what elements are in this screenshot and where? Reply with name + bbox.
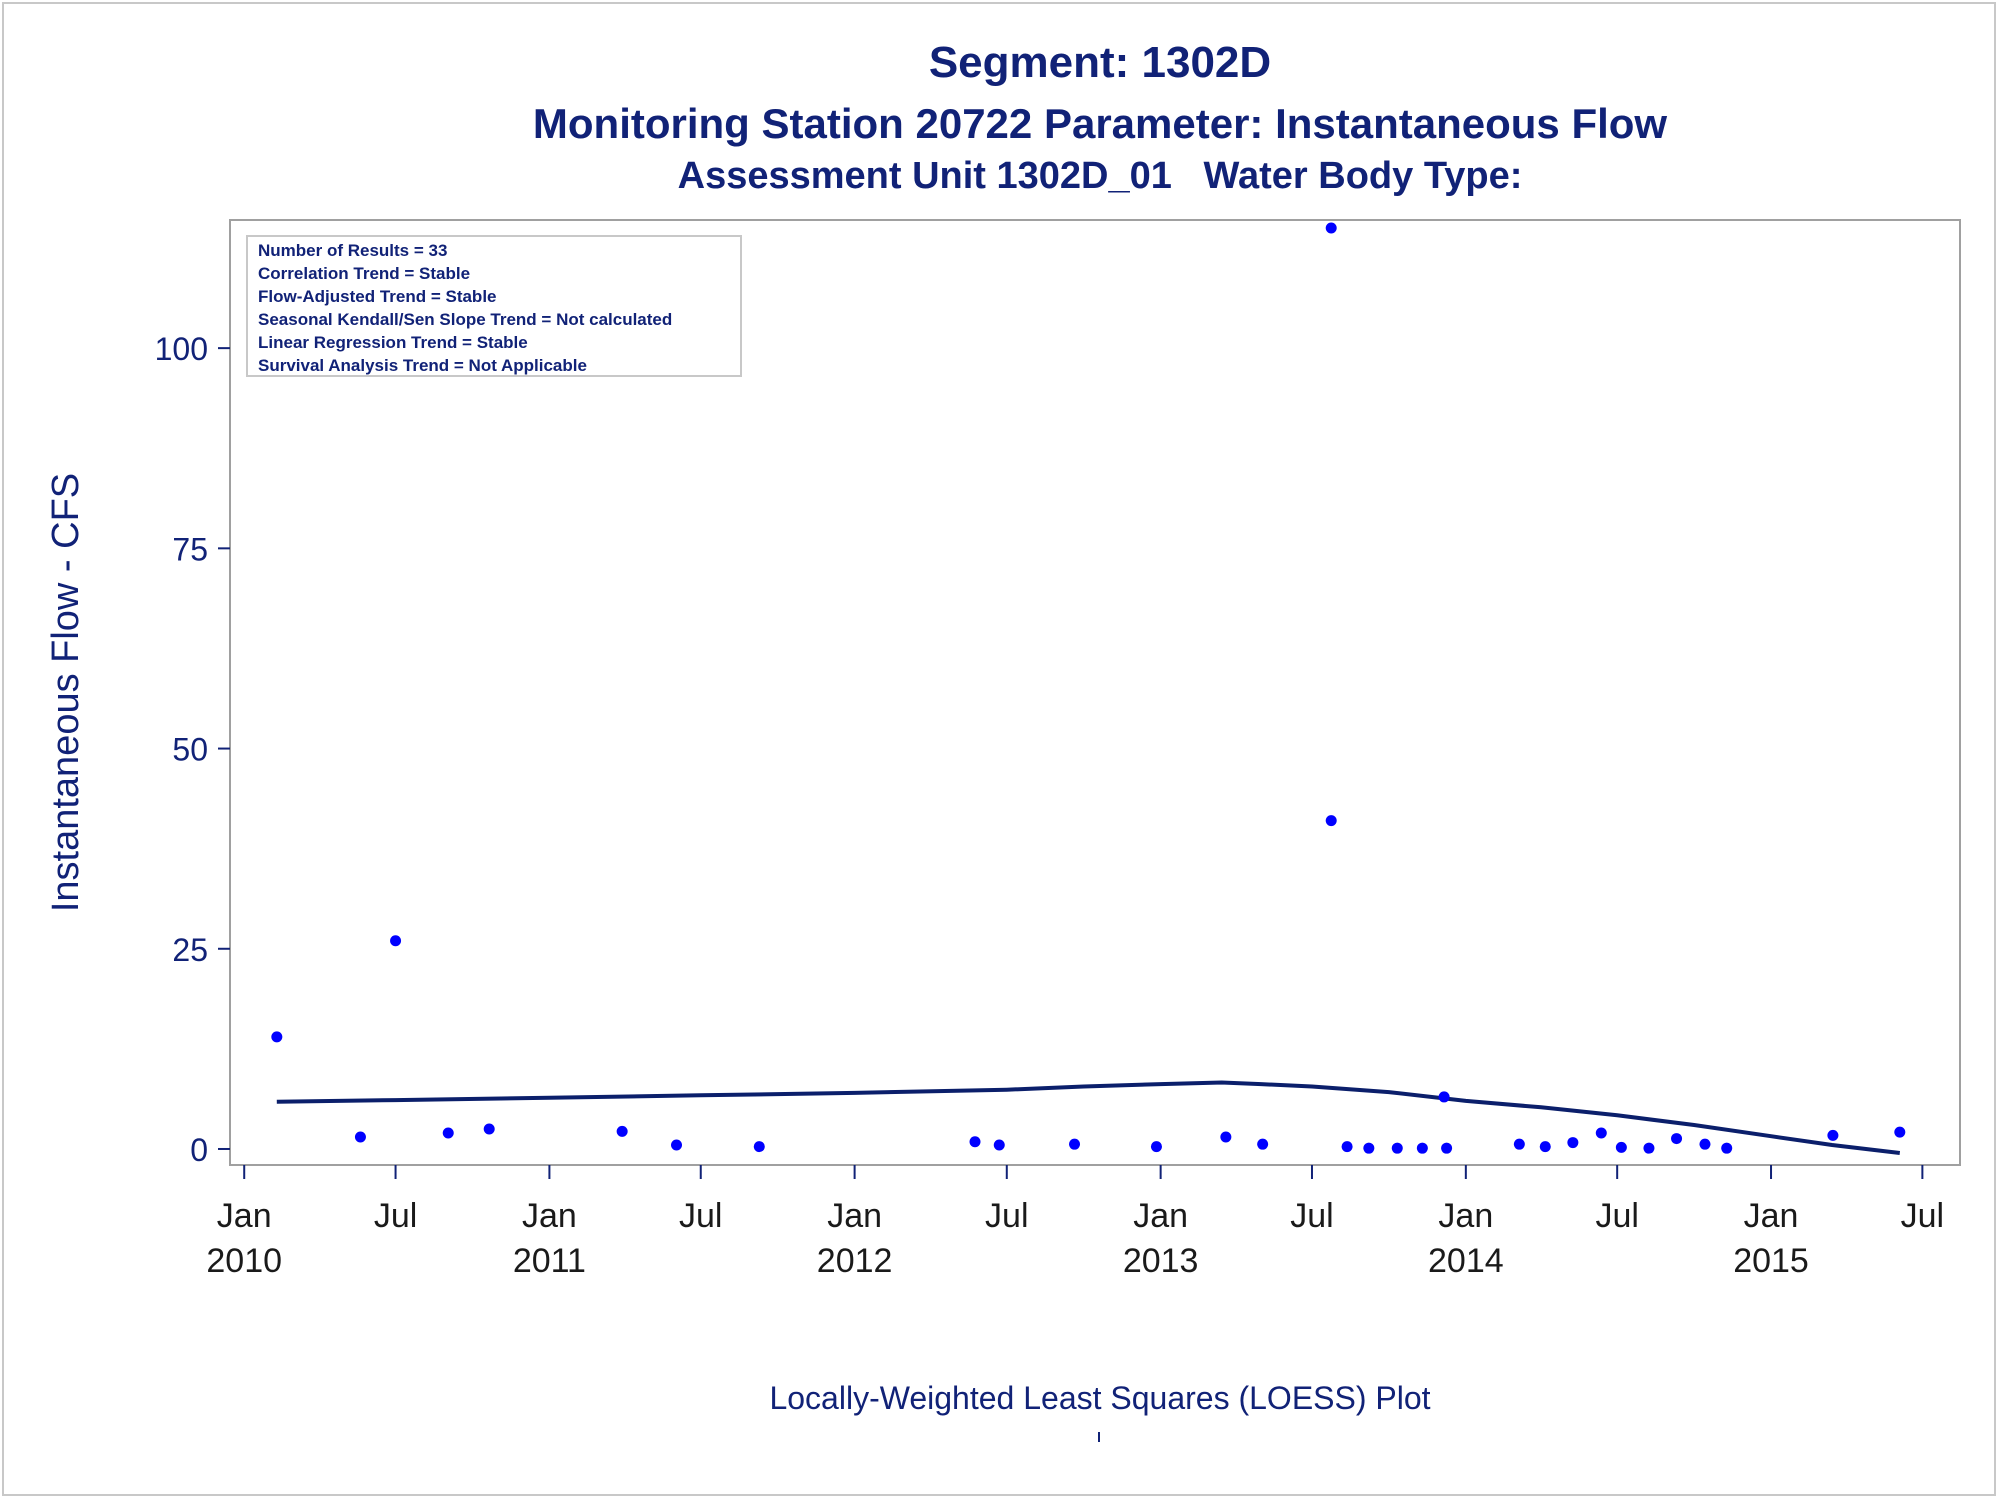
stats-line: Survival Analysis Trend = Not Applicable bbox=[258, 356, 587, 375]
x-tick-label: Jul bbox=[1290, 1197, 1333, 1235]
x-tick-label: Jan bbox=[1438, 1197, 1493, 1235]
x-tick-label: Jan bbox=[217, 1197, 272, 1235]
footnote: Locally-Weighted Least Squares (LOESS) P… bbox=[769, 1380, 1431, 1416]
data-point bbox=[1257, 1138, 1269, 1150]
loess-line bbox=[276, 1080, 1901, 1155]
data-point bbox=[390, 935, 402, 947]
data-point bbox=[1539, 1141, 1551, 1153]
x-tick-year-label: 2011 bbox=[513, 1242, 586, 1280]
data-point bbox=[1671, 1133, 1683, 1145]
data-point bbox=[1220, 1131, 1232, 1143]
x-tick-year-label: 2013 bbox=[1123, 1242, 1199, 1280]
chart-subtitle-2: Assessment Unit 1302D_01 Water Body Type… bbox=[677, 155, 1523, 197]
data-point bbox=[1643, 1142, 1655, 1154]
y-tick-label: 75 bbox=[172, 531, 208, 567]
data-point bbox=[1513, 1138, 1525, 1150]
plot-area bbox=[229, 219, 1961, 1166]
data-point bbox=[969, 1136, 981, 1148]
y-axis-label: Instantaneous Flow - CFS bbox=[45, 473, 87, 912]
data-point bbox=[354, 1131, 366, 1143]
data-point bbox=[1069, 1138, 1081, 1150]
x-tick-year-label: 2014 bbox=[1428, 1242, 1504, 1280]
data-point bbox=[1341, 1141, 1353, 1153]
stats-line: Seasonal Kendall/Sen Slope Trend = Not c… bbox=[258, 310, 672, 329]
footnote-mark bbox=[1098, 1432, 1100, 1442]
x-tick-label: Jul bbox=[1595, 1197, 1638, 1235]
stats-box-border bbox=[246, 235, 742, 377]
x-tick-label: Jan bbox=[1133, 1197, 1188, 1235]
data-point bbox=[753, 1141, 765, 1153]
data-point bbox=[993, 1139, 1005, 1151]
y-tick-label: 0 bbox=[190, 1132, 208, 1168]
x-tick-year-label: 2010 bbox=[206, 1242, 282, 1280]
x-tick-year-label: 2015 bbox=[1733, 1242, 1809, 1280]
stats-line: Correlation Trend = Stable bbox=[258, 264, 470, 283]
data-point bbox=[1325, 222, 1337, 234]
data-point bbox=[671, 1139, 683, 1151]
data-point bbox=[1615, 1141, 1627, 1153]
stats-line: Number of Results = 33 bbox=[258, 241, 447, 260]
data-point bbox=[1699, 1138, 1711, 1150]
stats-box: Number of Results = 33 Correlation Trend … bbox=[246, 235, 742, 377]
stats-line: Linear Regression Trend = Stable bbox=[258, 333, 528, 352]
y-tick-label: 25 bbox=[172, 932, 208, 968]
x-tick-label: Jul bbox=[679, 1197, 722, 1235]
data-point bbox=[1567, 1137, 1579, 1149]
data-point bbox=[1325, 815, 1337, 827]
data-point bbox=[1595, 1127, 1607, 1139]
data-point bbox=[1827, 1129, 1839, 1141]
data-point bbox=[1721, 1142, 1733, 1154]
x-tick-label: Jul bbox=[374, 1197, 417, 1235]
data-point bbox=[1363, 1142, 1375, 1154]
stats-line: Flow-Adjusted Trend = Stable bbox=[258, 287, 497, 306]
data-point bbox=[1438, 1091, 1450, 1103]
loess-layer bbox=[276, 1080, 1901, 1155]
data-point bbox=[1150, 1141, 1162, 1153]
x-tick-label: Jan bbox=[522, 1197, 577, 1235]
points-layer bbox=[271, 222, 1906, 1154]
x-tick-label: Jul bbox=[1901, 1197, 1944, 1235]
data-point bbox=[442, 1127, 454, 1139]
data-point bbox=[271, 1031, 283, 1043]
y-tick-label: 100 bbox=[155, 331, 208, 367]
data-point bbox=[483, 1123, 495, 1135]
chart-subtitle: Monitoring Station 20722 Parameter: Inst… bbox=[532, 100, 1668, 147]
chart-title: Segment: 1302D bbox=[928, 38, 1272, 87]
data-point bbox=[1894, 1126, 1906, 1138]
data-point bbox=[1441, 1142, 1453, 1154]
y-axis: 0 25 50 75 100 Instantaneous Flow - CFS bbox=[45, 331, 230, 1168]
x-tick-label: Jul bbox=[985, 1197, 1028, 1235]
x-tick-year-label: 2012 bbox=[817, 1242, 893, 1280]
data-point bbox=[616, 1125, 628, 1137]
y-tick-label: 50 bbox=[172, 732, 208, 768]
x-axis: Jan 2010 Jul Jan 2011 Jul Jan 2012 Jul Jan 2013 Jul… bbox=[206, 1165, 1944, 1280]
x-tick-label: Jan bbox=[827, 1197, 882, 1235]
data-point bbox=[1391, 1142, 1403, 1154]
data-point bbox=[1416, 1142, 1428, 1154]
x-tick-label: Jan bbox=[1744, 1197, 1799, 1235]
